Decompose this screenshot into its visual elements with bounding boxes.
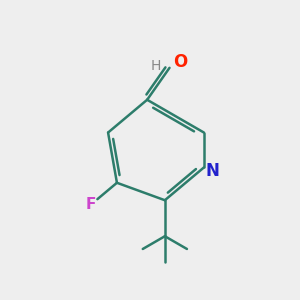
Text: H: H (151, 59, 161, 73)
Text: F: F (86, 197, 96, 212)
Text: O: O (173, 53, 187, 71)
Text: N: N (206, 161, 219, 179)
